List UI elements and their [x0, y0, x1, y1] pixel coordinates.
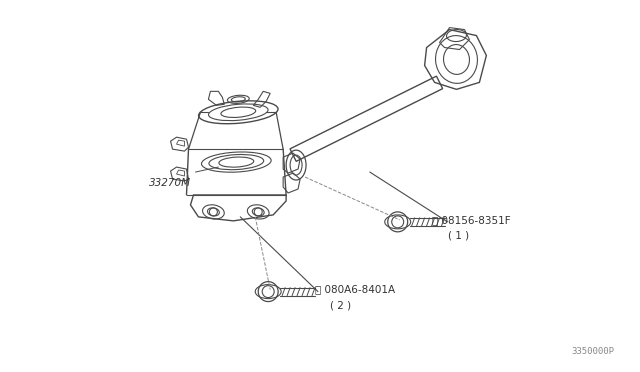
Text: Ⓑ 08156-8351F: Ⓑ 08156-8351F: [431, 215, 510, 225]
Text: 3350000P: 3350000P: [571, 347, 614, 356]
Text: Ⓑ 080A6-8401A: Ⓑ 080A6-8401A: [315, 285, 395, 295]
Text: ( 2 ): ( 2 ): [330, 301, 351, 311]
Text: ( 1 ): ( 1 ): [447, 231, 468, 241]
Text: 33270M: 33270M: [148, 178, 191, 188]
